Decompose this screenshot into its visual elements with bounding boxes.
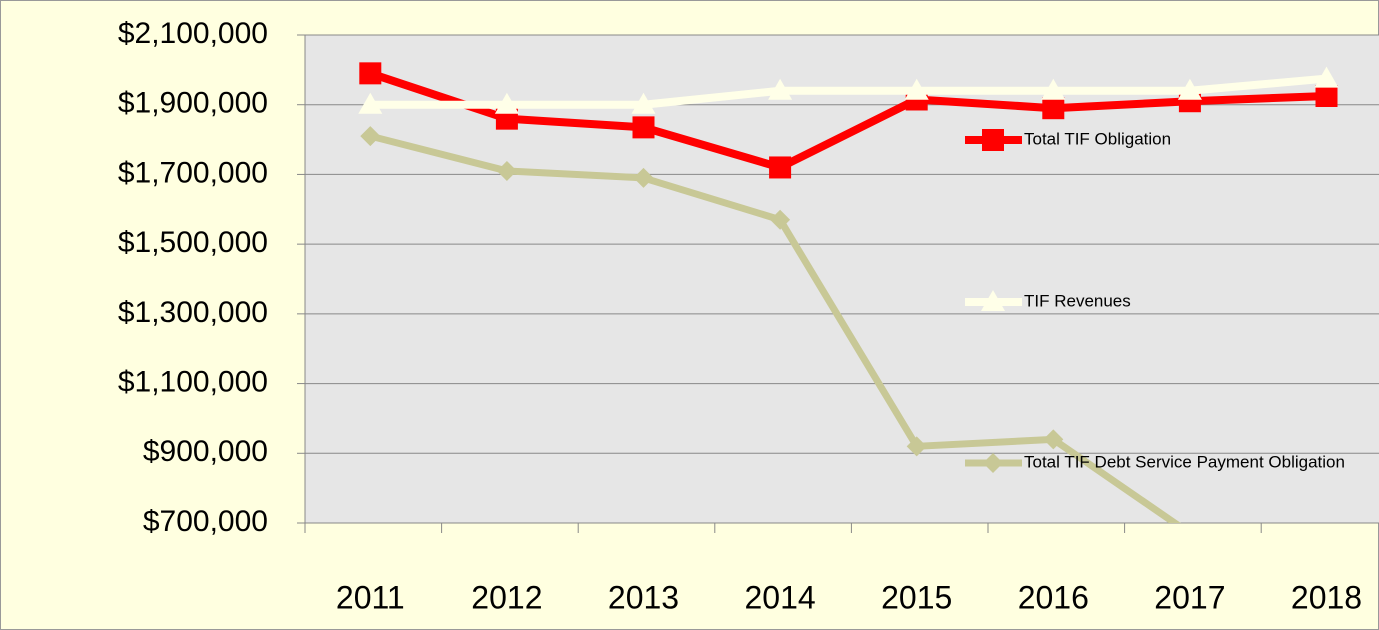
x-tick-label: 2013 [608, 579, 679, 615]
marker [1180, 523, 1200, 543]
marker [631, 92, 656, 114]
x-tick-label: 2018 [1291, 579, 1362, 615]
marker [359, 62, 382, 85]
y-tick-label: $1,300,000 [118, 296, 268, 329]
marker [1314, 66, 1339, 88]
y-tick-label: $1,700,000 [118, 156, 268, 189]
marker [906, 436, 927, 457]
y-tick-label: $900,000 [143, 435, 268, 468]
y-tick-label: $1,900,000 [118, 87, 268, 120]
legend-label: TIF Revenues [1024, 291, 1131, 310]
y-tick-label: $1,500,000 [118, 226, 268, 259]
y-tick-label: $700,000 [143, 505, 268, 538]
x-tick-label: 2016 [1018, 579, 1089, 615]
x-tick-label: 2011 [336, 579, 405, 615]
legend-label: Total TIF Obligation [1024, 129, 1171, 148]
marker [1041, 78, 1066, 100]
marker [769, 156, 792, 179]
marker [633, 167, 654, 188]
marker [1043, 429, 1064, 450]
legend-marker [981, 290, 1005, 311]
y-tick-label: $2,100,000 [118, 17, 268, 50]
marker [904, 78, 929, 100]
marker [632, 116, 655, 139]
x-tick-label: 2014 [745, 579, 816, 615]
x-tick-label: 2017 [1154, 579, 1225, 615]
marker [494, 92, 519, 114]
x-tick-label: 2015 [881, 579, 952, 615]
plot-area [305, 35, 1379, 523]
x-tick-label: 2012 [471, 579, 542, 615]
legend-marker [982, 129, 1004, 151]
legend-label: Total TIF Debt Service Payment Obligatio… [1024, 452, 1345, 471]
marker [768, 78, 793, 100]
marker [1042, 97, 1065, 120]
marker [358, 92, 383, 114]
y-tick-label: $1,100,000 [118, 365, 268, 398]
marker [360, 126, 381, 147]
marker [1177, 78, 1202, 100]
legend-marker [983, 453, 1003, 473]
series-line [369, 69, 1327, 172]
marker [1315, 85, 1338, 107]
marker [770, 209, 791, 230]
series-line [370, 74, 1327, 109]
marker [496, 160, 517, 181]
